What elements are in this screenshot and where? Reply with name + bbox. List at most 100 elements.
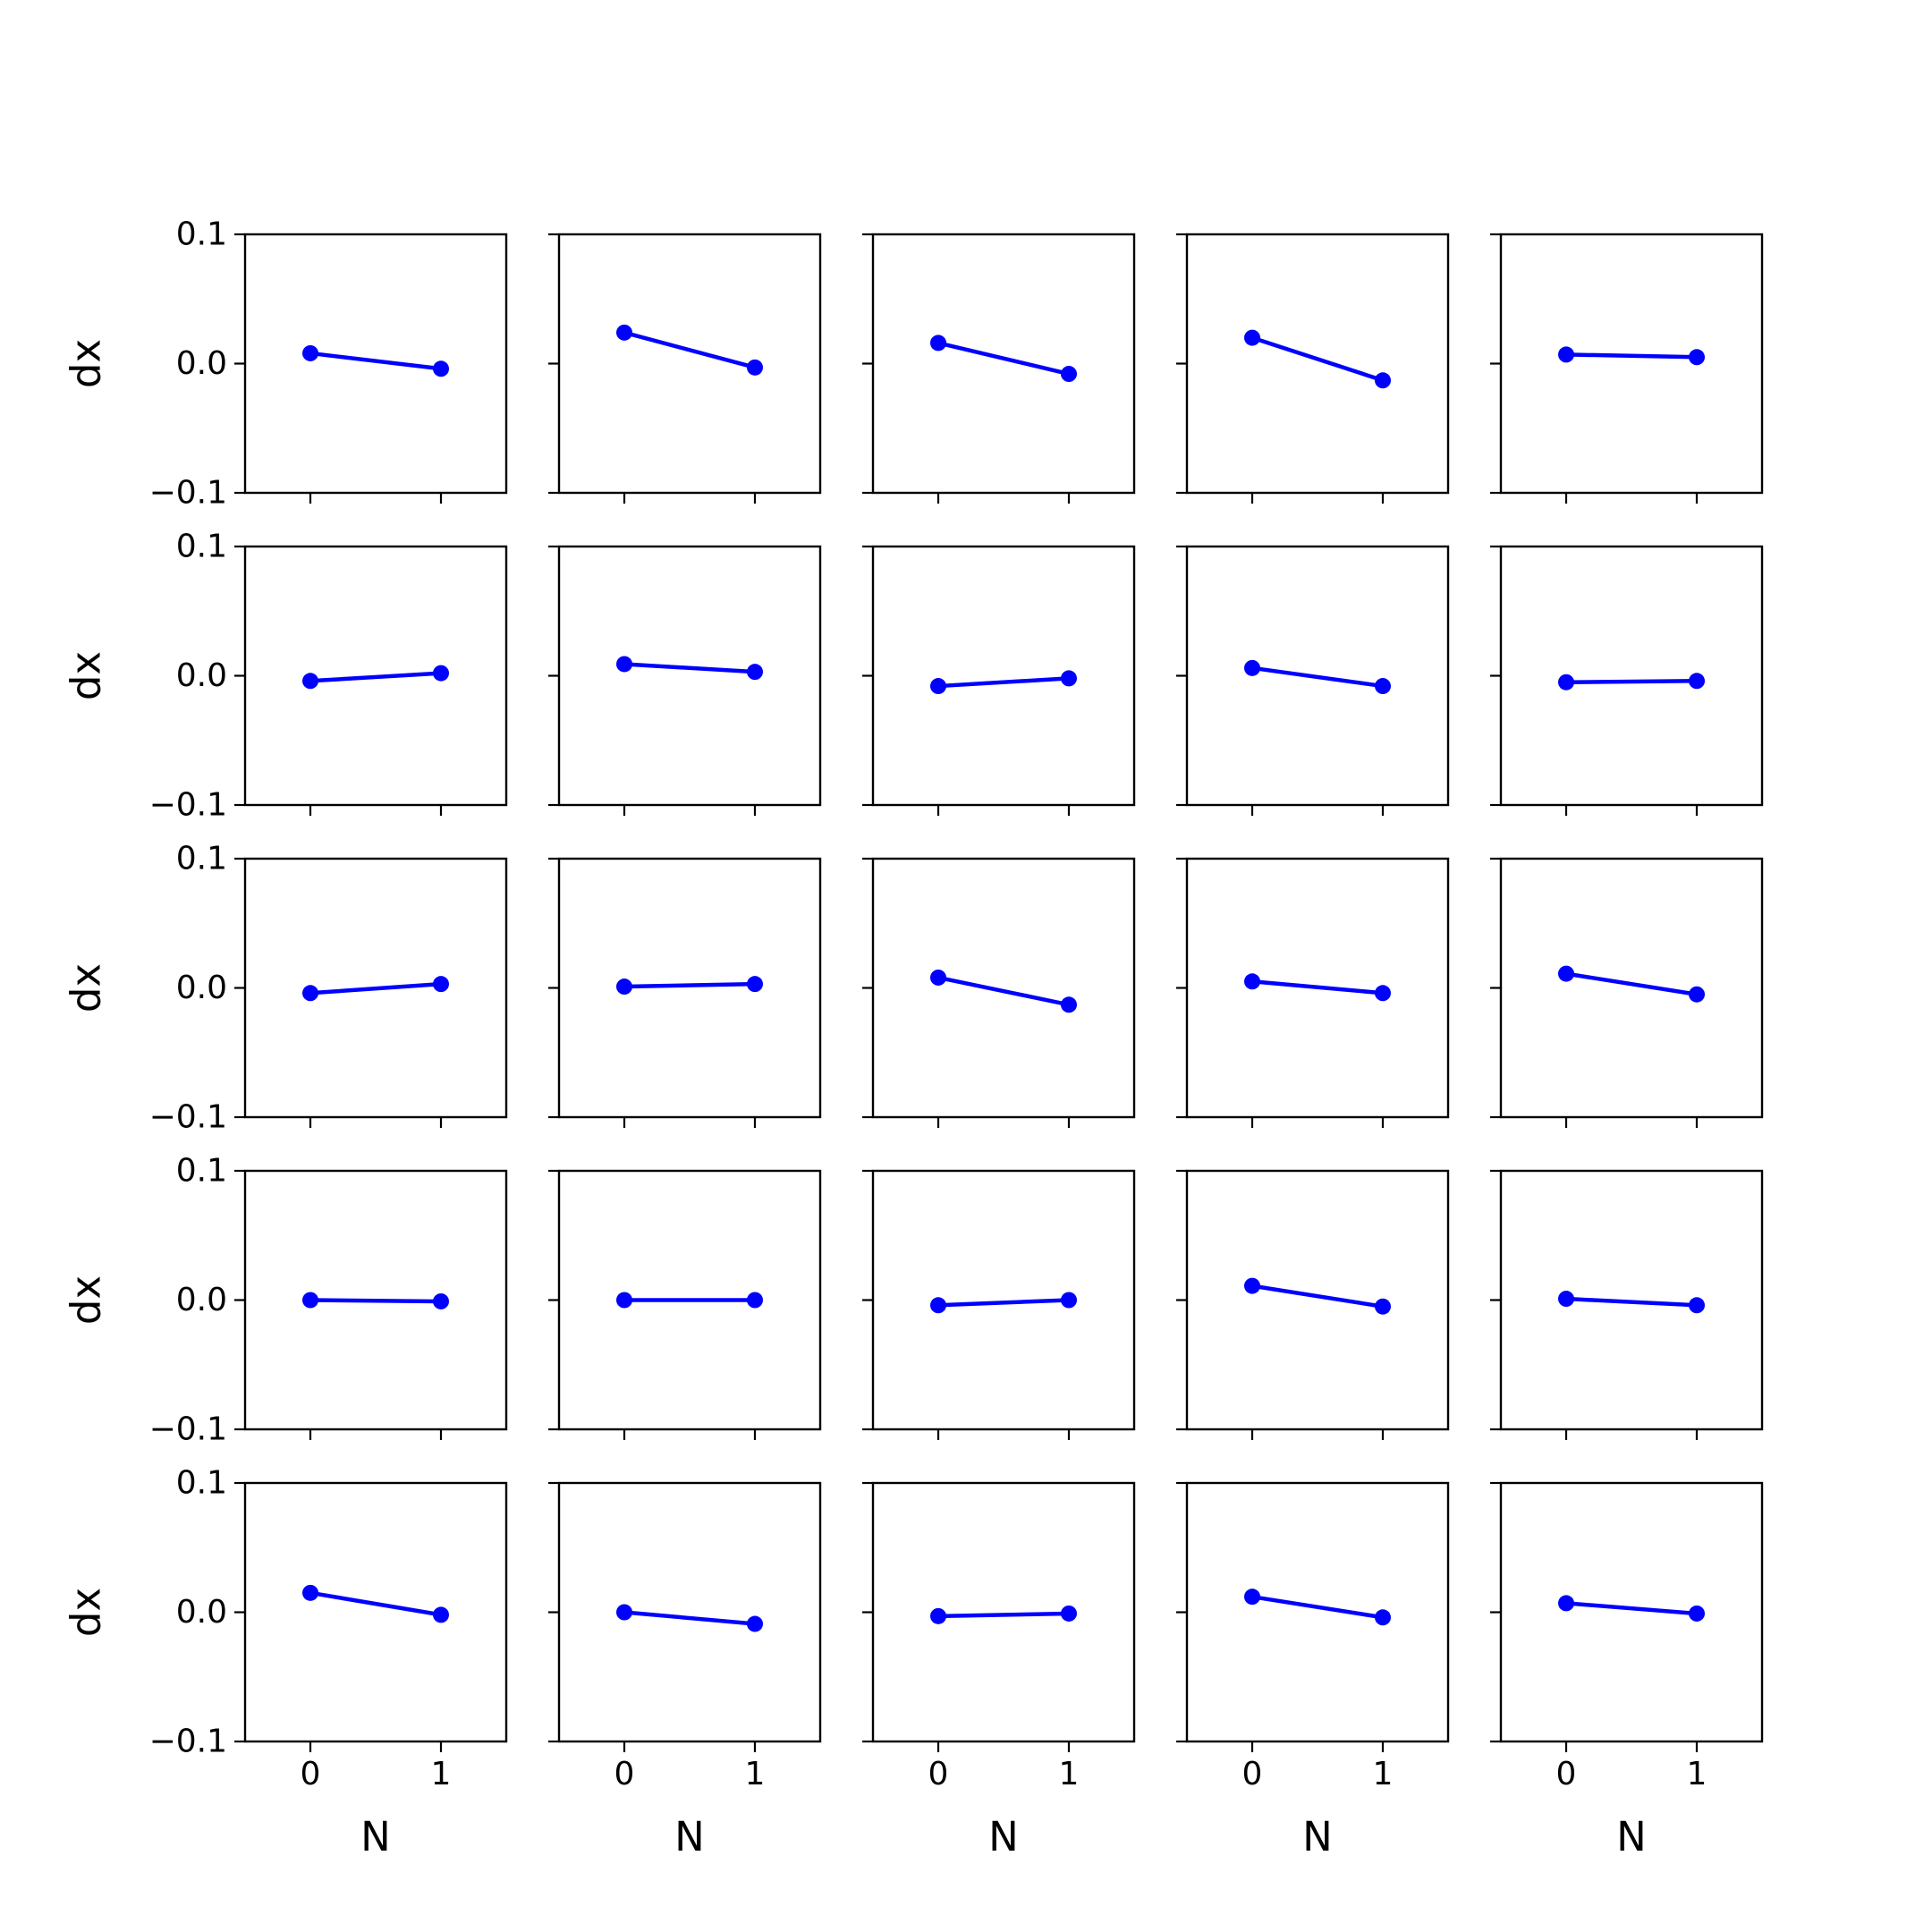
series-line bbox=[1251, 335, 1384, 383]
series-line bbox=[937, 1298, 1070, 1308]
subplot-r4-c0: −0.1 0.0 0.1 0 1 dx N bbox=[63, 1465, 508, 1860]
data-point bbox=[433, 360, 449, 377]
y-tick-label: 0.0 bbox=[176, 1594, 227, 1631]
data-point bbox=[616, 324, 632, 341]
data-point bbox=[302, 673, 318, 690]
data-point bbox=[930, 1297, 946, 1314]
data-point bbox=[616, 656, 632, 673]
y-tick-label: 0.1 bbox=[176, 529, 227, 565]
subplot-r3-c0: −0.1 0.0 0.1 dx bbox=[63, 1153, 508, 1448]
data-point bbox=[1558, 965, 1574, 982]
subplot-r2-c3 bbox=[1176, 857, 1450, 1128]
series-line bbox=[1565, 1296, 1698, 1308]
data-point bbox=[433, 976, 449, 993]
axes-frame bbox=[871, 1169, 1136, 1431]
axes-frame bbox=[243, 1481, 508, 1743]
data-point bbox=[1061, 1605, 1077, 1622]
subplot-r2-c1 bbox=[548, 857, 822, 1128]
subplot-r2-c2 bbox=[862, 857, 1136, 1128]
subplot-r3-c3 bbox=[1176, 1169, 1450, 1440]
subplot-r3-c1 bbox=[548, 1169, 822, 1440]
data-point bbox=[747, 664, 763, 681]
series-line bbox=[623, 1610, 756, 1626]
y-axis-label: dx bbox=[63, 339, 110, 388]
axes-frame bbox=[1185, 1481, 1450, 1743]
axes-frame bbox=[557, 545, 822, 807]
data-point bbox=[1244, 659, 1260, 676]
data-point bbox=[302, 344, 318, 361]
subplot-r1-c1 bbox=[548, 545, 822, 816]
subplot-r3-c2 bbox=[862, 1169, 1136, 1440]
data-point bbox=[1375, 985, 1391, 1002]
y-axis-label: dx bbox=[63, 963, 110, 1013]
x-tick-label: 0 bbox=[1556, 1756, 1577, 1792]
subplot-r0-c2 bbox=[862, 233, 1136, 504]
x-tick-label: 1 bbox=[431, 1756, 452, 1792]
subplot-r4-c3: 0 1 N bbox=[1176, 1481, 1450, 1860]
data-point bbox=[616, 1604, 632, 1621]
series-line bbox=[309, 981, 442, 996]
data-point bbox=[930, 678, 946, 695]
series-line bbox=[309, 1590, 442, 1617]
y-axis-label: dx bbox=[63, 651, 110, 700]
data-point bbox=[930, 335, 946, 352]
x-tick-label: 0 bbox=[614, 1756, 635, 1792]
y-tick-label: −0.1 bbox=[149, 1724, 227, 1760]
data-point bbox=[616, 979, 632, 996]
data-point bbox=[1061, 1292, 1077, 1309]
data-point bbox=[433, 665, 449, 682]
x-axis-label: N bbox=[674, 1813, 705, 1860]
axes-frame bbox=[557, 233, 822, 495]
x-tick-label: 0 bbox=[1242, 1756, 1263, 1792]
y-tick-label: 0.0 bbox=[176, 1282, 227, 1318]
data-point bbox=[302, 1584, 318, 1601]
series-line bbox=[623, 981, 756, 989]
data-point bbox=[1558, 674, 1574, 691]
series-line bbox=[1251, 979, 1384, 996]
series-line bbox=[1251, 1594, 1384, 1620]
data-point bbox=[1558, 1595, 1574, 1612]
x-axis-label: N bbox=[360, 1813, 391, 1860]
data-point bbox=[1244, 1589, 1260, 1606]
subplot-r0-c4 bbox=[1490, 233, 1764, 504]
data-point bbox=[1061, 996, 1077, 1013]
axes-frame bbox=[1185, 1169, 1450, 1431]
data-point bbox=[747, 1292, 763, 1309]
series-line bbox=[1565, 352, 1698, 360]
axes-frame bbox=[1499, 233, 1764, 495]
axes-frame bbox=[557, 857, 822, 1119]
data-point bbox=[1689, 349, 1705, 366]
data-point bbox=[1244, 329, 1260, 346]
x-tick-label: 0 bbox=[928, 1756, 949, 1792]
subplot-r4-c4: 0 1 N bbox=[1490, 1481, 1764, 1860]
data-point bbox=[930, 1607, 946, 1624]
y-axis-label: dx bbox=[63, 1275, 110, 1325]
subplot-r1-c3 bbox=[1176, 545, 1450, 816]
axes-frame bbox=[1185, 233, 1450, 495]
x-axis-label: N bbox=[1616, 1813, 1647, 1860]
series-line bbox=[937, 1611, 1070, 1619]
axes-frame bbox=[871, 545, 1136, 807]
axes-frame bbox=[1499, 545, 1764, 807]
subplot-r1-c2 bbox=[862, 545, 1136, 816]
subplot-r1-c4 bbox=[1490, 545, 1764, 816]
y-tick-label: 0.1 bbox=[176, 1153, 227, 1190]
y-tick-label: −0.1 bbox=[149, 1099, 227, 1136]
subplot-r0-c1 bbox=[548, 233, 822, 504]
data-point bbox=[1375, 372, 1391, 389]
x-axis-label: N bbox=[988, 1813, 1019, 1860]
data-point bbox=[302, 1292, 318, 1309]
data-point bbox=[1689, 1297, 1705, 1314]
y-tick-label: −0.1 bbox=[149, 475, 227, 512]
series-line bbox=[937, 975, 1070, 1007]
axes-frame bbox=[243, 233, 508, 495]
axes-frame bbox=[871, 857, 1136, 1119]
y-tick-label: 0.0 bbox=[176, 970, 227, 1006]
data-point bbox=[616, 1292, 632, 1309]
data-point bbox=[747, 1615, 763, 1632]
subplot-r0-c3 bbox=[1176, 233, 1450, 504]
y-tick-label: 0.1 bbox=[176, 216, 227, 253]
data-point bbox=[1244, 1277, 1260, 1294]
y-tick-label: −0.1 bbox=[149, 787, 227, 824]
